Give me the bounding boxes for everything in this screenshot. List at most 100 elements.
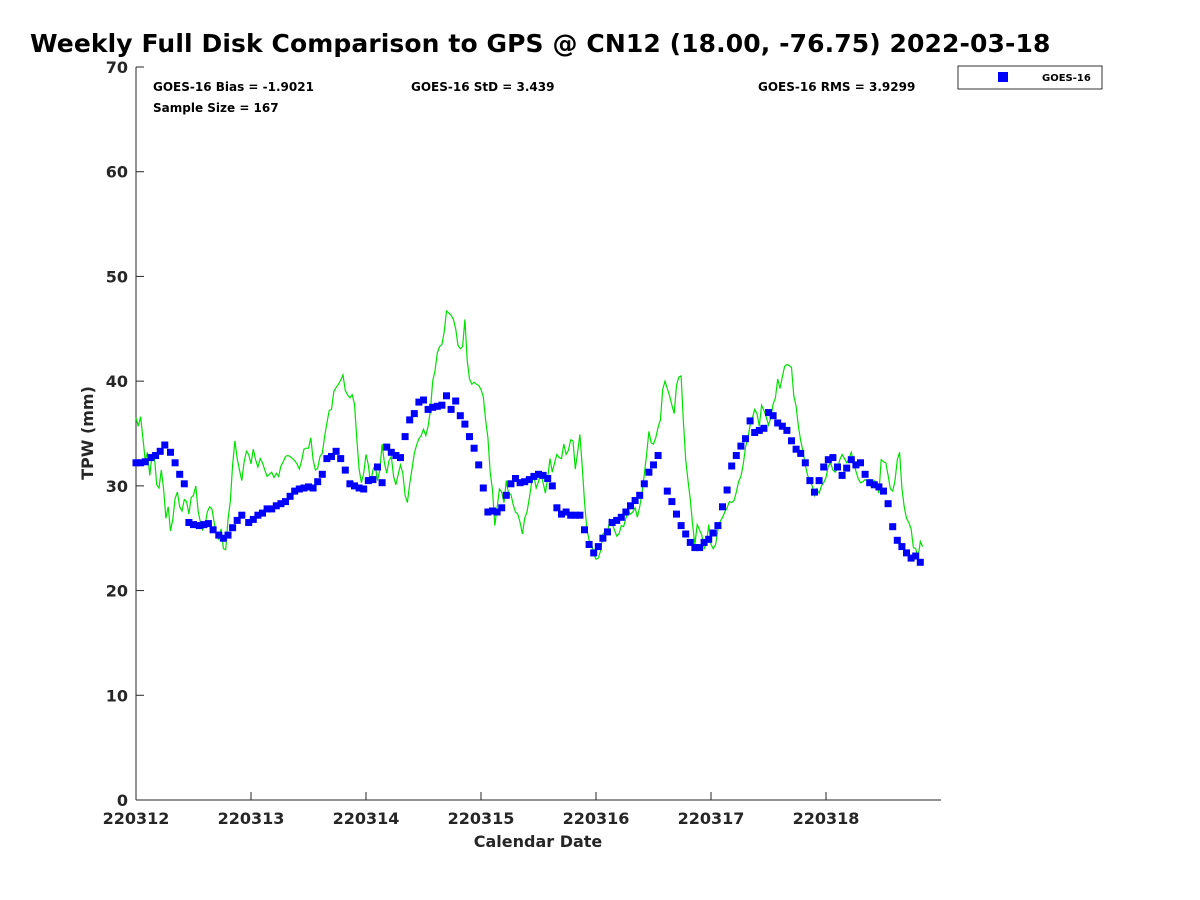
goes-data-point bbox=[429, 403, 437, 411]
goes-data-point bbox=[599, 534, 607, 542]
goes-data-point bbox=[461, 420, 469, 428]
goes-data-point bbox=[719, 503, 726, 511]
goes-data-point bbox=[737, 442, 745, 450]
goes-data-point bbox=[673, 510, 680, 518]
gps-series-line bbox=[135, 309, 924, 561]
goes-data-point bbox=[755, 426, 763, 434]
goes-data-point bbox=[866, 479, 874, 487]
goes-data-point bbox=[401, 433, 409, 441]
legend-label: GOES-16 bbox=[1042, 73, 1091, 84]
goes-data-point bbox=[686, 538, 694, 546]
goes-data-point bbox=[562, 508, 570, 516]
goes-data-point bbox=[215, 531, 223, 539]
goes-data-point bbox=[374, 463, 381, 471]
goes-data-point bbox=[539, 471, 547, 479]
goes-data-point bbox=[291, 487, 299, 495]
goes-data-point bbox=[834, 463, 841, 471]
goes-data-point bbox=[410, 410, 418, 418]
goes-data-point bbox=[438, 401, 446, 409]
goes-markers-layer bbox=[132, 392, 924, 566]
goes-data-point bbox=[156, 447, 164, 455]
goes-data-point bbox=[272, 502, 280, 510]
goes-data-point bbox=[204, 520, 212, 528]
goes-data-point bbox=[277, 500, 285, 508]
goes-data-point bbox=[852, 461, 860, 469]
goes-data-point bbox=[195, 522, 203, 530]
goes-data-point bbox=[801, 459, 809, 467]
goes-data-point bbox=[259, 509, 266, 517]
goes-data-point bbox=[581, 526, 588, 534]
goes-data-point bbox=[249, 515, 257, 523]
goes-data-point bbox=[585, 541, 593, 548]
goes-data-point bbox=[668, 498, 676, 506]
goes-data-point bbox=[498, 504, 506, 512]
goes-data-point bbox=[263, 505, 271, 513]
goes-data-point bbox=[351, 482, 358, 490]
goes-data-point bbox=[654, 452, 662, 459]
goes-data-point bbox=[219, 534, 227, 542]
goes-data-point bbox=[507, 480, 515, 488]
goes-data-point bbox=[314, 478, 322, 486]
goes-data-point bbox=[397, 454, 404, 462]
goes-data-point bbox=[889, 523, 897, 531]
goes-data-point bbox=[447, 405, 455, 413]
goes-data-point bbox=[640, 480, 648, 488]
goes-data-point bbox=[328, 453, 335, 460]
goes-data-point bbox=[141, 458, 149, 466]
x-tick-label: 220313 bbox=[218, 809, 285, 828]
rms-stat: GOES-16 RMS = 3.9299 bbox=[758, 80, 915, 94]
goes-data-point bbox=[746, 417, 754, 425]
goes-data-point bbox=[286, 492, 294, 500]
goes-data-point bbox=[820, 463, 828, 471]
axes-layer: 0 10 20 30 40 50 60 70 220312 220313 220314 220315 2… bbox=[103, 58, 941, 828]
legend: GOES-16 bbox=[957, 65, 1103, 90]
goes-data-point bbox=[544, 475, 552, 482]
y-tick-label: 40 bbox=[106, 372, 128, 391]
goes-data-point bbox=[613, 516, 621, 524]
goes-data-point bbox=[224, 531, 232, 539]
goes-data-point bbox=[364, 477, 372, 485]
goes-data-point bbox=[470, 444, 478, 452]
y-tick-label: 10 bbox=[106, 686, 128, 705]
goes-data-point bbox=[916, 558, 924, 566]
goes-data-point bbox=[512, 475, 519, 482]
goes-data-point bbox=[137, 459, 145, 467]
goes-data-point bbox=[558, 510, 565, 518]
goes-data-point bbox=[424, 405, 432, 413]
goes-data-point bbox=[420, 396, 427, 404]
goes-data-point bbox=[627, 502, 634, 510]
y-tick-label: 70 bbox=[106, 58, 128, 77]
goes-data-point bbox=[912, 552, 920, 560]
goes-data-point bbox=[387, 448, 395, 456]
goes-data-point bbox=[608, 519, 616, 526]
goes-data-point bbox=[360, 485, 368, 493]
goes-data-point bbox=[132, 459, 140, 467]
goes-data-point bbox=[176, 470, 184, 478]
y-tick-label: 50 bbox=[106, 267, 128, 286]
x-tick-label: 220312 bbox=[103, 809, 170, 828]
legend-marker-icon bbox=[998, 72, 1008, 82]
goes-data-point bbox=[341, 466, 349, 474]
legend-box bbox=[957, 65, 1103, 90]
goes-data-point bbox=[238, 511, 246, 519]
goes-data-point bbox=[857, 459, 864, 467]
goes-data-point bbox=[433, 402, 441, 410]
bias-stat: GOES-16 Bias = -1.9021 bbox=[153, 80, 314, 94]
goes-data-point bbox=[742, 435, 749, 443]
goes-data-point bbox=[880, 487, 887, 495]
goes-data-point bbox=[797, 449, 805, 457]
goes-data-point bbox=[152, 452, 160, 459]
goes-data-point bbox=[378, 479, 386, 487]
goes-data-point bbox=[282, 498, 289, 506]
goes-data-point bbox=[861, 470, 869, 478]
x-tick-label: 220318 bbox=[793, 809, 860, 828]
goes-data-point bbox=[305, 483, 312, 491]
goes-data-point bbox=[323, 455, 331, 463]
x-tick-label: 220317 bbox=[678, 809, 745, 828]
goes-data-point bbox=[502, 491, 510, 499]
y-tick-label: 20 bbox=[106, 582, 128, 601]
goes-data-point bbox=[677, 522, 685, 530]
goes-data-point bbox=[778, 422, 786, 430]
goes-data-point bbox=[167, 448, 174, 456]
